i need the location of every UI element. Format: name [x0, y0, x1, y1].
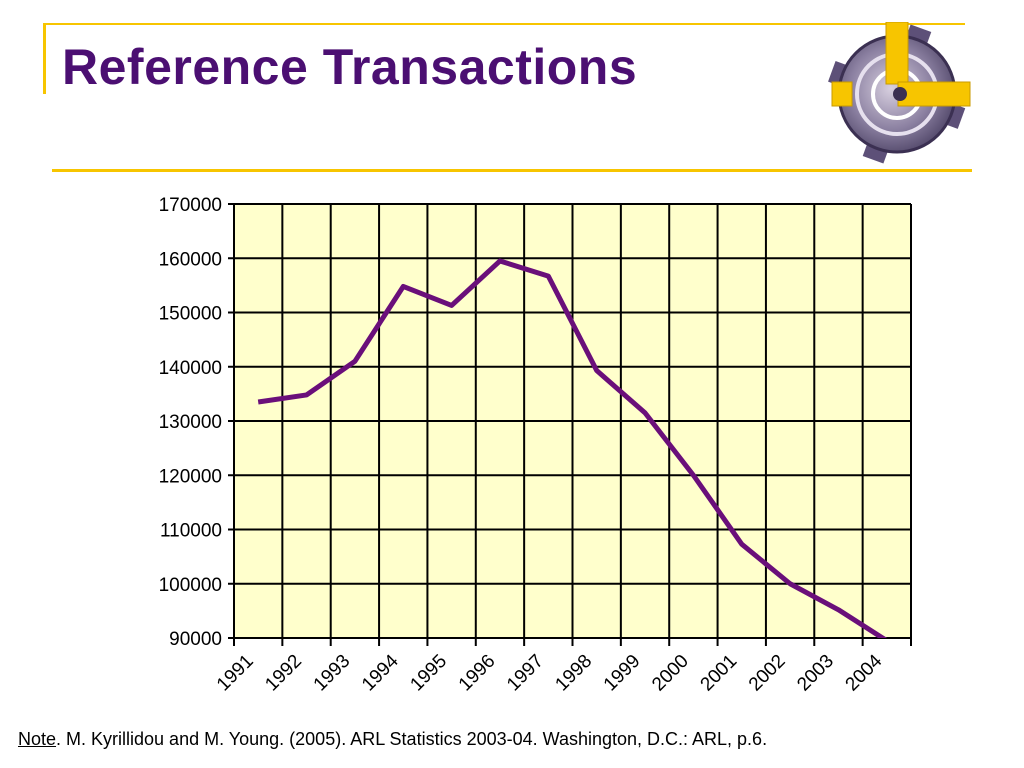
x-tick-label: 1997 [503, 651, 548, 696]
citation-note: Note. M. Kyrillidou and M. Young. (2005)… [18, 729, 767, 750]
left-accent-rule [43, 24, 46, 94]
y-tick-label: 140000 [159, 358, 222, 379]
y-tick-label: 90000 [169, 629, 222, 650]
y-tick-label: 110000 [160, 521, 222, 542]
slide-title: Reference Transactions [62, 39, 638, 95]
x-tick-label: 1998 [551, 651, 596, 696]
x-tick-label: 2002 [745, 651, 790, 696]
x-tick-label: 2004 [842, 650, 887, 695]
y-tick-label: 130000 [159, 412, 222, 433]
series-line [257, 258, 888, 638]
x-tick-label: 2000 [648, 651, 693, 696]
y-tick-label: 100000 [159, 575, 222, 596]
x-tick-label: 1992 [261, 651, 306, 696]
y-tick-label: 170000 [159, 195, 222, 216]
note-label: Note [18, 729, 57, 749]
title-underline-rule [52, 169, 972, 172]
x-tick-label: 1996 [455, 651, 500, 696]
x-tick-label: 1994 [358, 650, 403, 695]
y-tick-label: 160000 [159, 249, 222, 270]
x-tick-label: 1999 [600, 651, 645, 696]
top-rule [43, 23, 965, 25]
y-tick-label: 120000 [159, 466, 222, 487]
x-tick-label: 2001 [697, 651, 742, 696]
y-tick-label: 150000 [159, 304, 222, 325]
x-tick-label: 2003 [793, 651, 838, 696]
clock-gear-logo-icon [828, 22, 971, 164]
x-tick-label: 1993 [310, 651, 355, 696]
x-tick-label: 1991 [213, 651, 258, 696]
x-tick-label: 1995 [406, 651, 451, 696]
note-text: . M. Kyrillidou and M. Young. (2005). AR… [56, 729, 768, 749]
